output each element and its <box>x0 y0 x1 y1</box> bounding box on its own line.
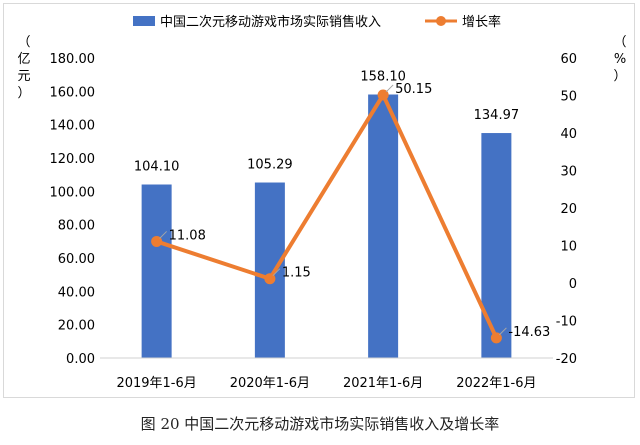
left-axis-tick-label: 160.00 <box>50 85 96 100</box>
chart-legend: 中国二次元移动游戏市场实际销售收入 增长率 <box>133 14 501 30</box>
right-axis-title-char: ） <box>613 69 626 84</box>
data-label-leader <box>272 268 281 277</box>
right-axis: -20 -10 0 10 20 30 40 50 60 （% ） <box>556 35 627 367</box>
right-axis-tick-label: 30 <box>560 165 577 180</box>
figure-caption: 图 20 中国二次元移动游戏市场实际销售收入及增长率 <box>140 415 500 433</box>
left-axis-title-char: 元 <box>17 69 30 84</box>
bar-value-label: 158.10 <box>360 70 406 85</box>
growth-rate-marker <box>151 235 163 247</box>
x-axis-tick-label: 2020年1-6月 <box>230 376 310 391</box>
x-axis-tick-label: 2021年1-6月 <box>343 376 423 391</box>
left-axis-tick-label: 140.00 <box>50 119 96 134</box>
left-axis: 0.00 20.00 40.00 60.00 80.00 100.00 120.00 140.… <box>17 35 95 367</box>
bar-value-label: 134.97 <box>474 108 520 123</box>
growth-rate-marker <box>264 273 276 285</box>
growth-rate-marker <box>377 89 389 101</box>
bar <box>141 184 172 358</box>
left-axis-tick-label: 100.00 <box>50 185 96 200</box>
left-axis-title-char: 亿 <box>17 52 30 67</box>
bar <box>481 133 512 358</box>
right-axis-title-char: （ <box>613 35 626 50</box>
left-axis-tick-label: 0.00 <box>66 352 95 367</box>
bar <box>368 94 399 358</box>
right-axis-tick-label: -20 <box>556 352 577 367</box>
right-axis-title-char: % <box>614 52 626 67</box>
growth-rate-marker <box>490 332 502 344</box>
data-label-leader <box>499 327 507 336</box>
x-axis-tick-label: 2019年1-6月 <box>116 376 196 391</box>
legend-bar-swatch <box>133 16 155 26</box>
growth-rate-label: -14.63 <box>508 325 550 340</box>
left-axis-tick-label: 120.00 <box>50 152 96 167</box>
legend-line-label: 增长率 <box>462 14 501 30</box>
bar-series: 104.10 105.29 158.10 134.97 <box>134 70 520 358</box>
left-axis-tick-label: 180.00 <box>50 52 96 67</box>
x-axis: 2019年1-6月 2020年1-6月 2021年1-6月 2022年1-6月 <box>100 357 553 391</box>
left-axis-tick-label: 20.00 <box>58 319 95 334</box>
legend-bar-label: 中国二次元移动游戏市场实际销售收入 <box>160 14 381 30</box>
right-axis-tick-label: -10 <box>556 315 577 330</box>
right-axis-tick-label: 20 <box>560 202 577 217</box>
right-axis-tick-label: 50 <box>560 90 577 105</box>
left-axis-tick-label: 60.00 <box>58 252 95 267</box>
left-axis-tick-label: 80.00 <box>58 219 95 234</box>
legend-line-marker <box>436 16 446 26</box>
left-axis-title-char: （ <box>17 35 30 50</box>
left-axis-title-char: ） <box>17 86 30 101</box>
left-axis-tick-label: 40.00 <box>58 285 95 300</box>
bar <box>254 182 285 358</box>
x-axis-tick-label: 2022年1-6月 <box>456 376 536 391</box>
growth-rate-label: 50.15 <box>395 82 432 97</box>
growth-rate-label: 1.15 <box>282 266 311 281</box>
right-axis-tick-label: 10 <box>560 240 577 255</box>
growth-rate-series: 11.08 1.15 50.15 -14.63 <box>151 82 550 344</box>
right-axis-tick-label: 60 <box>560 52 577 67</box>
right-axis-tick-label: 0 <box>569 277 577 292</box>
bar-value-label: 105.29 <box>247 158 293 173</box>
growth-rate-label: 11.08 <box>169 228 206 243</box>
right-axis-tick-label: 40 <box>560 127 577 142</box>
data-label-leader <box>385 84 394 93</box>
bar-value-label: 104.10 <box>134 160 180 175</box>
growth-rate-line <box>156 92 499 339</box>
data-label-leader <box>159 231 167 239</box>
